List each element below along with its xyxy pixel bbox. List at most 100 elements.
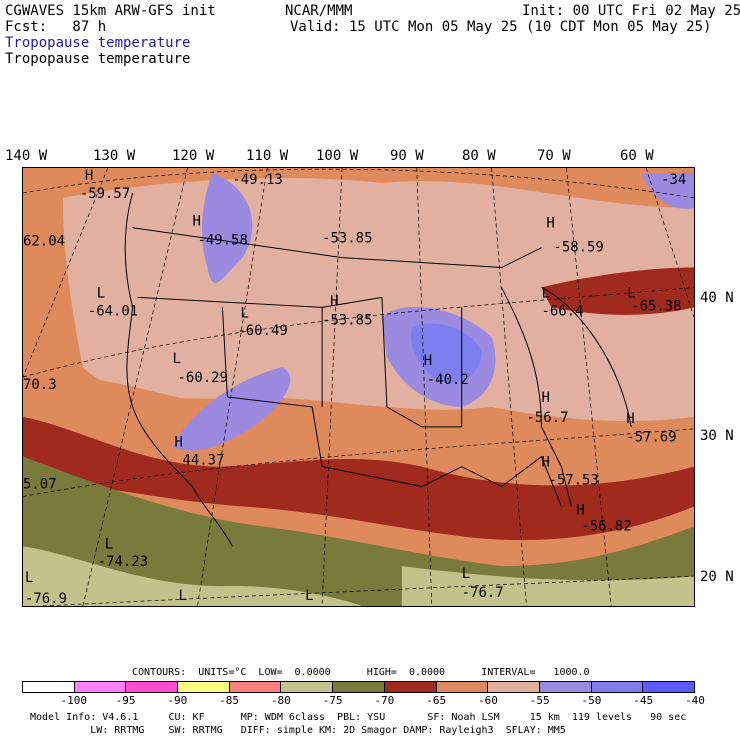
legend-swatch [281, 682, 334, 692]
value-label: 70.3 [23, 377, 57, 393]
low-marker: L [462, 566, 470, 582]
forecast-hour: Fcst: 87 h [5, 19, 107, 35]
field-title: Tropopause temperature [5, 51, 191, 67]
value-label: -76.9 [25, 591, 67, 607]
high-marker: H [424, 353, 432, 369]
center-name: NCAR/MMM [285, 3, 353, 19]
value-label: -65.38 [631, 298, 681, 314]
legend-tick-label: -65 [426, 694, 447, 707]
legend-tick-label: -70 [374, 694, 395, 707]
legend-swatch [384, 682, 437, 692]
legend-swatch [643, 682, 694, 692]
legend-swatch [23, 682, 75, 692]
low-marker: L [25, 570, 33, 586]
band-minus75-west [23, 546, 362, 606]
high-marker: H [626, 411, 634, 427]
lon-label-90w: 90 W [390, 148, 424, 164]
lat-label-40n: 40 N [700, 290, 734, 306]
low-marker: L [179, 588, 187, 604]
legend-tick-label: -100 [60, 694, 88, 707]
lon-label-140w: 140 W [5, 148, 48, 164]
band-minus70 [23, 456, 694, 606]
legend-swatch [591, 682, 644, 692]
field-title-blue: Tropopause temperature [5, 35, 191, 51]
legend-tick-label: -45 [633, 694, 654, 707]
tropopause-temperature-map: H -59.57 -49.13 -34 H -49.58 -53.85 H -5… [22, 167, 695, 607]
model-info-line1: Model Info: V4.6.1 CU: KF MP: WDM 6class… [30, 712, 687, 723]
legend-tick-label: -40 [685, 694, 705, 707]
value-label: -60.29 [178, 370, 228, 386]
value-label: -57.53 [548, 473, 598, 489]
legend-swatch [539, 682, 592, 692]
value-label: -53.85 [322, 231, 372, 247]
high-marker: H [546, 216, 554, 232]
lon-label-80w: 80 W [462, 148, 496, 164]
value-label: -49.58 [197, 233, 247, 249]
low-marker: L [240, 305, 248, 321]
low-marker: L [97, 285, 105, 301]
high-marker: H [576, 502, 584, 518]
legend-swatch [126, 682, 179, 692]
legend-swatch [229, 682, 282, 692]
high-marker: H [192, 214, 200, 230]
legend-tick-label: -80 [270, 694, 291, 707]
high-marker: H [85, 168, 93, 184]
low-marker: L [305, 588, 313, 604]
color-legend [22, 681, 695, 693]
value-label: -40.2 [427, 372, 469, 388]
value-label: -34 [661, 172, 686, 188]
lon-label-110w: 110 W [246, 148, 289, 164]
value-label: -49.13 [232, 172, 282, 188]
model-title: CGWAVES 15km ARW-GFS init [5, 3, 216, 19]
value-label: 5.07 [23, 477, 57, 493]
value-label: -66.4 [541, 303, 583, 319]
high-marker: H [175, 435, 183, 451]
plume-southwest [172, 367, 291, 451]
lon-label-100w: 100 W [316, 148, 359, 164]
legend-swatch [178, 682, 230, 692]
value-label: -56.82 [581, 518, 631, 534]
init-time: Init: 00 UTC Fri 02 May 25 [522, 3, 740, 19]
value-label: -64.01 [88, 303, 138, 319]
legend-swatch [488, 682, 540, 692]
value-label: 62.04 [23, 234, 65, 250]
legend-tick-label: -55 [529, 694, 550, 707]
ne-minus65-patch [541, 267, 694, 315]
legend-tick-label: -90 [167, 694, 188, 707]
value-label: 44.37 [183, 453, 225, 469]
value-label: -74.23 [98, 554, 148, 570]
plume-north-rockies [202, 172, 253, 283]
low-marker: L [541, 285, 549, 301]
core-great-lakes [410, 323, 482, 383]
political-boundaries [124, 192, 632, 547]
band-minus75-east [401, 566, 694, 606]
contours-info: CONTOURS: UNITS=°C LOW= 0.0000 HIGH= 0.0… [132, 667, 590, 678]
high-marker: H [541, 455, 549, 471]
low-marker: L [105, 536, 113, 552]
legend-tick-label: -75 [322, 694, 343, 707]
lon-label-130w: 130 W [93, 148, 136, 164]
value-label: -60.49 [237, 323, 287, 339]
legend-tick-label: -50 [581, 694, 602, 707]
legend-swatch [333, 682, 385, 692]
model-info-line2: LW: RRTMG SW: RRTMG DIFF: simple KM: 2D … [30, 725, 566, 736]
lon-label-120w: 120 W [172, 148, 215, 164]
legend-tick-label: -85 [219, 694, 239, 707]
graticule [23, 168, 694, 606]
valid-time: Valid: 15 UTC Mon 05 May 25 (10 CDT Mon … [290, 19, 712, 35]
lon-label-70w: 70 W [537, 148, 571, 164]
value-label: -57.69 [626, 430, 676, 446]
value-label: -76.7 [462, 585, 504, 601]
high-marker: H [541, 390, 549, 406]
low-marker: L [173, 351, 181, 367]
value-label: -59.57 [80, 186, 130, 202]
value-label: -53.85 [322, 312, 372, 328]
lon-label-60w: 60 W [620, 148, 654, 164]
legend-swatch [436, 682, 489, 692]
value-label: -56.7 [526, 410, 568, 426]
legend-swatch [74, 682, 127, 692]
lat-label-20n: 20 N [700, 569, 734, 585]
value-label: -58.59 [553, 240, 603, 256]
low-marker: L [627, 285, 635, 301]
plume-northeast [641, 172, 694, 209]
